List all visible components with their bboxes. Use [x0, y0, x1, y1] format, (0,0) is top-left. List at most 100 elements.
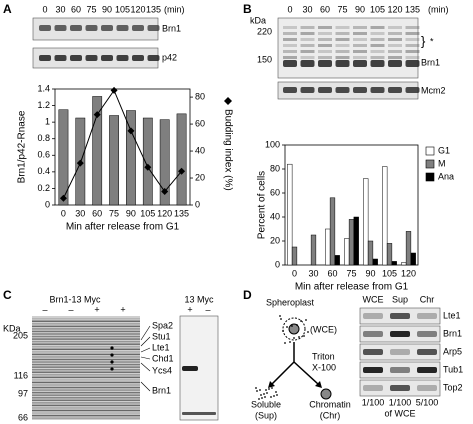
legend-marker — [224, 97, 232, 105]
blot-band — [283, 32, 297, 35]
lane-label: 0 — [42, 4, 47, 14]
gel-band — [32, 330, 140, 333]
protein-label: Ycs4 — [152, 365, 172, 375]
marker-label: 150 — [257, 54, 272, 64]
legend-label: G1 — [438, 145, 450, 155]
gel-band — [32, 343, 140, 345]
point — [110, 86, 118, 94]
blot-band — [39, 55, 51, 61]
particle — [256, 390, 258, 392]
blot-band — [335, 60, 350, 67]
blot-band — [370, 50, 385, 53]
blot-band — [405, 56, 420, 59]
point — [144, 163, 152, 171]
lane-label: 75 — [86, 4, 96, 14]
gel-band — [32, 414, 140, 417]
blot-band — [353, 38, 367, 41]
y-tick-label: 0 — [45, 199, 50, 209]
gel-band — [32, 361, 140, 363]
gel-band — [32, 338, 140, 340]
pointer — [140, 356, 151, 360]
point — [127, 127, 135, 135]
bar — [126, 110, 136, 206]
x-tick-label: 0 — [61, 208, 66, 218]
gel-band — [32, 320, 140, 322]
gel-band — [32, 391, 140, 394]
particle — [270, 396, 272, 398]
blot-band — [353, 50, 367, 53]
gel-band — [32, 407, 140, 409]
blot-band — [405, 32, 420, 35]
blot-band — [335, 26, 350, 29]
blot-band — [335, 32, 350, 35]
gel-band — [32, 386, 140, 389]
blot-band — [405, 50, 420, 53]
diagram-label: Spheroplast — [266, 297, 315, 307]
y-tick-label: 0 — [275, 259, 280, 269]
panel-label: B — [243, 2, 252, 16]
column-label: WCE — [363, 294, 384, 304]
lane-label: 75 — [337, 4, 347, 14]
x-tick-label: 90 — [126, 208, 136, 218]
chromatin — [320, 388, 332, 400]
particle — [280, 318, 282, 320]
blot-band — [353, 60, 367, 67]
protein-label: Spa2 — [152, 320, 173, 330]
blot-band — [147, 55, 160, 61]
blot-band — [39, 25, 51, 31]
gel-band — [32, 353, 140, 356]
marker-label: 66 — [18, 412, 28, 422]
blot-band — [353, 26, 367, 29]
blot-band — [54, 25, 67, 31]
y-tick-label: 0.4 — [37, 166, 50, 176]
gel-band — [32, 335, 140, 338]
dot — [110, 353, 114, 357]
bar — [58, 109, 69, 206]
particle — [276, 394, 278, 396]
x-tick-label: 0 — [292, 268, 297, 278]
legend-swatch — [425, 146, 435, 156]
blot-band — [417, 385, 437, 391]
bar — [363, 178, 369, 266]
gel-band — [32, 417, 140, 419]
panel-label: C — [3, 288, 12, 302]
gel-band — [32, 340, 140, 343]
y-tick-label: 0.2 — [37, 183, 50, 193]
point — [59, 194, 67, 202]
gel-band — [32, 404, 140, 407]
bar — [382, 166, 388, 266]
bar — [142, 117, 153, 206]
gel-band — [32, 384, 140, 386]
gel-band — [32, 358, 140, 361]
blot-band — [388, 26, 402, 29]
blot-band — [370, 56, 385, 59]
row-label: Arp5 — [443, 346, 462, 356]
diagram-label: Soluble — [251, 399, 281, 409]
gel-band — [32, 381, 140, 384]
row-label: Brn1 — [421, 57, 440, 67]
blot-band — [388, 60, 402, 67]
point — [178, 167, 186, 175]
x-tick-label: 135 — [174, 208, 189, 218]
bracket: } — [421, 33, 426, 48]
blot-band — [353, 87, 367, 93]
blot-band — [370, 38, 385, 41]
particle — [268, 388, 270, 390]
blot-band — [405, 26, 420, 29]
y-tick-label: 1.4 — [37, 83, 50, 93]
y2-axis-label: Budding index (%) — [222, 109, 233, 191]
blot-band — [283, 50, 297, 53]
dot — [110, 367, 114, 371]
unit-label: (min) — [164, 4, 185, 14]
marker-label: 97 — [18, 388, 28, 398]
lane-label: + — [187, 304, 192, 314]
blot-band — [388, 87, 402, 93]
blot-band — [132, 25, 144, 31]
lane-label: 120 — [387, 4, 402, 14]
gel-band — [32, 412, 140, 414]
gel-band — [32, 366, 140, 368]
y2-tick-label: 20 — [195, 172, 205, 182]
x-tick-label: 90 — [365, 268, 375, 278]
blot-band — [318, 32, 332, 35]
arrow — [271, 342, 319, 385]
